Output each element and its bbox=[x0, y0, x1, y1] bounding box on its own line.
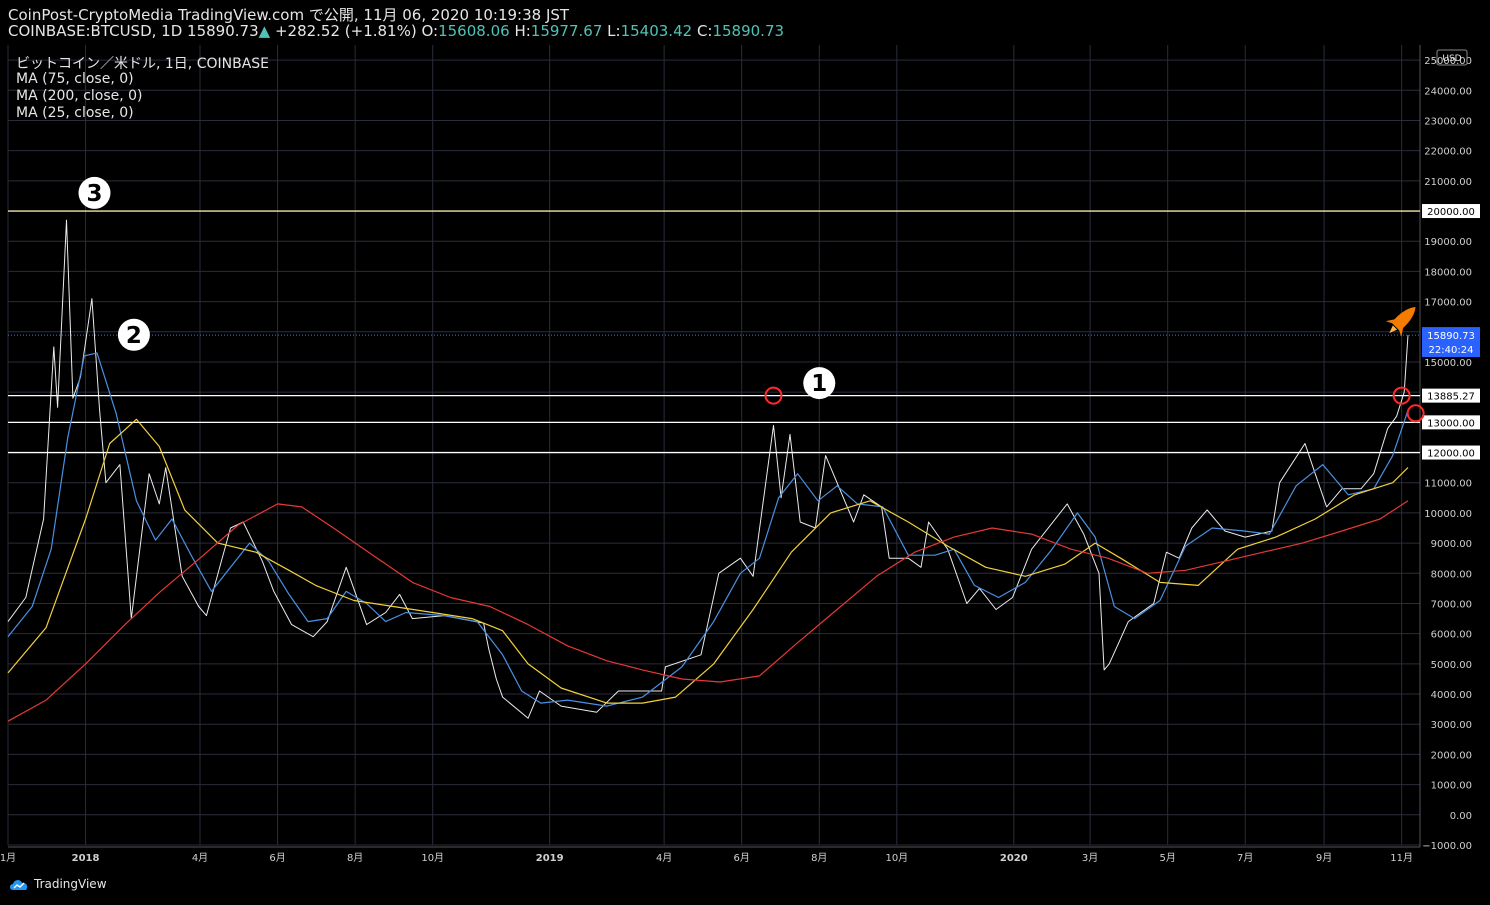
currency-label: USD bbox=[1442, 54, 1461, 64]
hline-badge-label-0: 20000.00 bbox=[1427, 207, 1475, 218]
rocket-icon bbox=[1385, 306, 1416, 337]
last-price-badge-label: 15890.73 bbox=[1427, 331, 1475, 342]
x-tick-label-9: 8月 bbox=[811, 852, 827, 864]
hline-badge-1 bbox=[1422, 388, 1480, 403]
x-tick-label-8: 6月 bbox=[734, 852, 750, 864]
x-tick-label-15: 9月 bbox=[1316, 852, 1332, 864]
tradingview-cloud-icon bbox=[10, 880, 28, 890]
y-tick-label-19: 18000.00 bbox=[1424, 267, 1472, 278]
y-tick-label-26: 25000.00 bbox=[1424, 56, 1472, 67]
currency-box bbox=[1436, 49, 1468, 66]
hline-badge-3 bbox=[1422, 445, 1480, 460]
hline-badge-0 bbox=[1422, 204, 1480, 219]
low-value: 15403.42 bbox=[620, 22, 693, 40]
publisher-line: CoinPost-CryptoMedia TradingView.com で公開… bbox=[8, 4, 569, 25]
y-tick-label-11: 10000.00 bbox=[1424, 509, 1472, 520]
x-tick-label-12: 3月 bbox=[1082, 852, 1098, 864]
series-line-2 bbox=[7, 418, 1409, 704]
symbol-text: COINBASE:BTCUSD, 1D bbox=[8, 22, 183, 40]
legend-title[interactable]: ビットコイン／米ドル, 1日, COINBASE bbox=[16, 56, 270, 72]
series-line-3 bbox=[7, 500, 1409, 722]
y-tick-label-22: 21000.00 bbox=[1424, 177, 1472, 188]
rocket-body bbox=[1392, 306, 1416, 331]
x-tick-label-11: 2020 bbox=[1000, 853, 1028, 864]
open-label: O: bbox=[421, 22, 439, 40]
x-tick-label-2: 4月 bbox=[192, 852, 208, 864]
ohlc-line: COINBASE:BTCUSD, 1D 15890.73▲ +282.52 (+… bbox=[8, 22, 784, 40]
x-tick-label-7: 4月 bbox=[656, 852, 672, 864]
open-value: 15608.06 bbox=[438, 22, 510, 40]
y-tick-label-9: 8000.00 bbox=[1431, 569, 1472, 580]
tradingview-footer[interactable]: TradingView bbox=[8, 877, 107, 891]
annotation-label-1: 2 bbox=[126, 323, 142, 349]
series-line-0 bbox=[7, 219, 1409, 719]
annotation-circle-0 bbox=[78, 176, 111, 209]
high-value: 15977.67 bbox=[530, 22, 603, 40]
y-tick-label-5: 4000.00 bbox=[1431, 690, 1472, 701]
circle-marker-0 bbox=[764, 386, 783, 405]
y-tick-label-20: 19000.00 bbox=[1424, 237, 1472, 248]
rocket-fins bbox=[1385, 319, 1404, 337]
y-tick-label-10: 9000.00 bbox=[1431, 539, 1472, 550]
annotation-label-2: 1 bbox=[811, 371, 827, 397]
circle-marker-1 bbox=[1392, 386, 1411, 405]
hline-badge-label-2: 13000.00 bbox=[1427, 418, 1475, 429]
y-tick-label-0: −1000.00 bbox=[1422, 841, 1472, 852]
legend-ma75[interactable]: MA (75, close, 0) bbox=[16, 71, 134, 87]
x-tick-label-1: 2018 bbox=[72, 853, 100, 864]
x-tick-label-10: 10月 bbox=[885, 852, 908, 864]
y-tick-label-1: 0.00 bbox=[1450, 811, 1472, 822]
x-tick-label-13: 5月 bbox=[1159, 852, 1175, 864]
up-arrow-icon: ▲ bbox=[258, 22, 271, 40]
y-tick-label-12: 11000.00 bbox=[1424, 479, 1472, 490]
publisher-text: CoinPost-CryptoMedia TradingView.com で公開… bbox=[8, 6, 570, 24]
y-tick-label-16: 15000.00 bbox=[1424, 358, 1472, 369]
legend-ma25[interactable]: MA (25, close, 0) bbox=[16, 105, 134, 121]
x-tick-label-14: 7月 bbox=[1237, 852, 1253, 864]
hline-badge-label-1: 13885.27 bbox=[1427, 392, 1475, 403]
low-label: L: bbox=[607, 22, 621, 40]
y-tick-label-23: 22000.00 bbox=[1424, 147, 1472, 158]
x-tick-label-6: 2019 bbox=[536, 853, 564, 864]
y-tick-label-2: 1000.00 bbox=[1431, 781, 1472, 792]
close-value: 15890.73 bbox=[712, 22, 785, 40]
last-price-badge bbox=[1422, 327, 1480, 358]
annotation-circle-1 bbox=[117, 318, 150, 351]
y-tick-label-4: 3000.00 bbox=[1431, 720, 1472, 731]
y-tick-label-7: 6000.00 bbox=[1431, 630, 1472, 641]
close-label: C: bbox=[696, 22, 713, 40]
y-tick-label-24: 23000.00 bbox=[1424, 116, 1472, 127]
x-tick-label-0: 1月 bbox=[0, 852, 16, 864]
y-tick-label-8: 7000.00 bbox=[1431, 599, 1472, 610]
hline-badge-label-3: 12000.00 bbox=[1427, 449, 1475, 460]
x-tick-label-5: 10月 bbox=[421, 852, 444, 864]
annotation-circle-2 bbox=[803, 367, 836, 400]
annotation-label-0: 3 bbox=[86, 181, 102, 207]
change-text: +282.52 (+1.81%) bbox=[274, 22, 417, 40]
y-tick-label-6: 5000.00 bbox=[1431, 660, 1472, 671]
circle-marker-2 bbox=[1406, 404, 1425, 423]
x-tick-label-3: 6月 bbox=[269, 852, 285, 864]
legend-ma200[interactable]: MA (200, close, 0) bbox=[16, 88, 143, 104]
x-tick-label-16: 11月 bbox=[1390, 852, 1413, 864]
series-line-1 bbox=[7, 352, 1409, 707]
tradingview-brand: TradingView bbox=[34, 877, 107, 891]
y-tick-label-18: 17000.00 bbox=[1424, 298, 1472, 309]
last-price-text: 15890.73 bbox=[187, 22, 259, 40]
high-label: H: bbox=[514, 22, 531, 40]
x-tick-label-4: 8月 bbox=[347, 852, 363, 864]
hline-badge-2 bbox=[1422, 415, 1480, 430]
rocket-flame bbox=[1389, 325, 1398, 334]
y-tick-label-3: 2000.00 bbox=[1431, 750, 1472, 761]
countdown-label: 22:40:24 bbox=[1429, 345, 1474, 356]
y-tick-label-25: 24000.00 bbox=[1424, 86, 1472, 97]
